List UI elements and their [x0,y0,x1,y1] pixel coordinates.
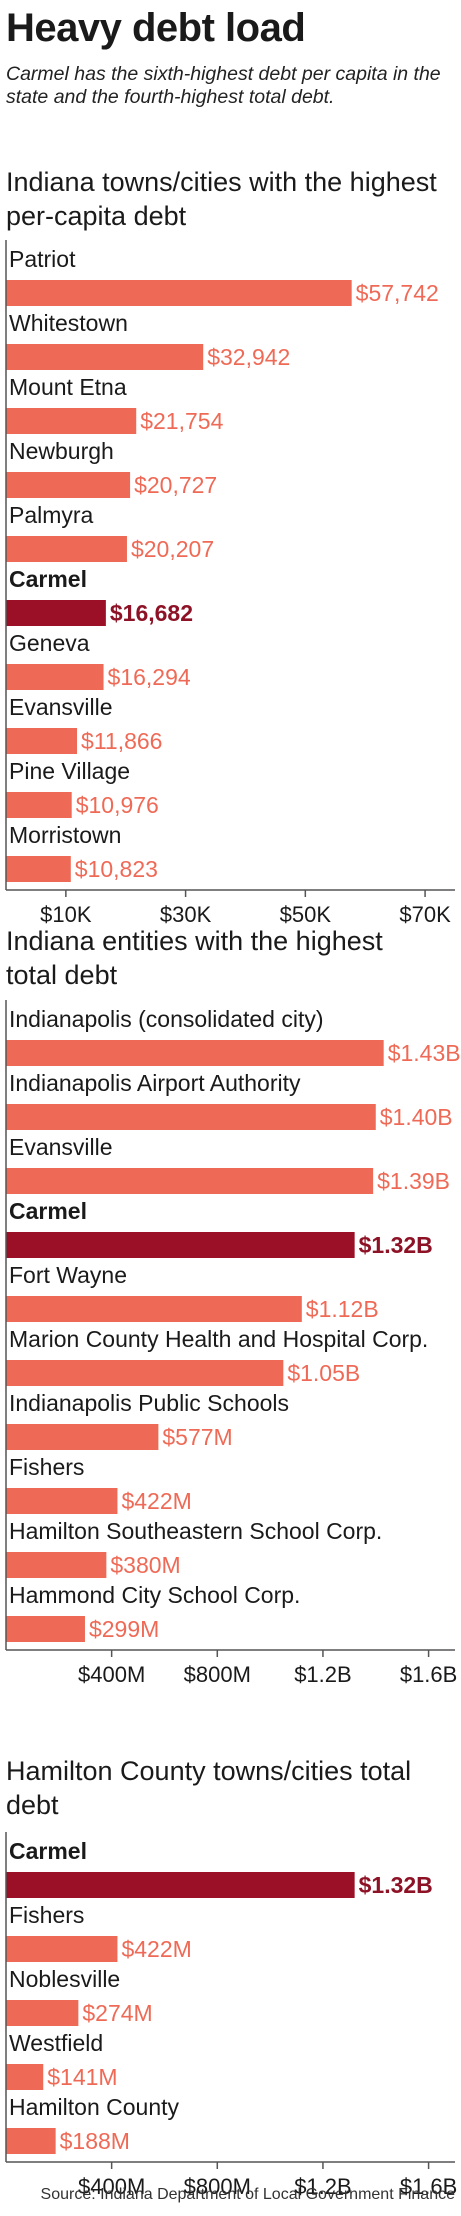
category-label: Newburgh [9,438,114,464]
bar [6,2000,79,2026]
category-label: Carmel [9,1198,87,1224]
value-label: $299M [89,1616,159,1642]
bar [6,856,71,882]
bar [6,1104,376,1130]
category-label: Patriot [9,246,76,272]
bar [6,1488,118,1514]
bar [6,1872,355,1898]
bar [6,1424,159,1450]
category-label: Geneva [9,630,90,656]
category-label: Indianapolis (consolidated city) [9,1006,324,1032]
category-label: Hammond City School Corp. [9,1582,300,1608]
category-label: Westfield [9,2030,103,2056]
value-label: $188M [60,2128,130,2154]
value-label: $1.43B [388,1040,461,1066]
value-label: $380M [110,1552,180,1578]
bar [6,664,104,690]
category-label: Whitestown [9,310,128,336]
category-label: Pine Village [9,758,130,784]
bar [6,792,72,818]
dek: Carmel has the sixth-highest debt per ca… [6,63,441,108]
x-tick-label: $1.6B [400,1662,458,1687]
category-label: Noblesville [9,1966,120,1992]
category-label: Carmel [9,566,87,592]
value-label: $20,207 [131,536,214,562]
x-tick-label: $800M [184,2174,251,2199]
bar [6,1552,107,1578]
bar [6,472,131,498]
bar [6,600,106,626]
chart-1-title: Indiana towns/cities with the highest pe… [6,167,437,231]
category-label: Evansville [9,1134,113,1160]
value-label: $274M [82,2000,152,2026]
bar [6,1232,355,1258]
category-label: Fishers [9,1902,84,1928]
value-label: $10,823 [75,856,158,882]
x-tick-label: $800M [184,1662,251,1687]
category-label: Hamilton Southeastern School Corp. [9,1518,382,1544]
category-label: Fishers [9,1454,84,1480]
x-tick-label: $400M [78,1662,145,1687]
x-tick-label: $10K [40,902,92,927]
chart-total-debt: Indianapolis (consolidated city) $1.43B In… [0,1000,461,1687]
value-label: $21,754 [140,408,223,434]
value-label: $422M [121,1488,191,1514]
bar [6,2064,44,2090]
chart-svg-1: Patriot $57,742 Whitestown $32,942 Mount Etn… [5,240,455,927]
bar [6,1040,384,1066]
x-tick-label: $1.2B [294,2174,352,2199]
x-tick-label: $70K [399,902,451,927]
bar [6,344,204,370]
value-label: $1.05B [287,1360,360,1386]
bar [6,1936,118,1962]
category-label: Fort Wayne [9,1262,127,1288]
x-tick-label: $1.6B [400,2174,458,2199]
value-label: $16,294 [108,664,191,690]
bar [6,1168,374,1194]
category-label: Evansville [9,694,113,720]
bar [6,1296,302,1322]
value-label: $1.12B [306,1296,379,1322]
chart-hamilton-county-debt: Carmel $1.32B Fishers $422M Noblesville $274M… [0,1832,461,2199]
category-label: Mount Etna [9,374,127,400]
chart-2-title: Indiana entities with the highest total … [6,926,383,990]
category-label: Marion County Health and Hospital Corp. [9,1326,428,1352]
value-label: $1.32B [359,1872,433,1898]
value-label: $141M [47,2064,117,2090]
chart-3-title: Hamilton County towns/cities total debt [6,1756,412,1820]
value-label: $1.32B [359,1232,433,1258]
x-tick-label: $400M [78,2174,145,2199]
category-label: Indianapolis Airport Authority [9,1070,301,1096]
value-label: $32,942 [207,344,290,370]
x-tick-label: $50K [280,902,332,927]
bar [6,2128,56,2154]
bar [6,1360,284,1386]
bar [6,280,352,306]
category-label: Carmel [9,1838,87,1864]
value-label: $577M [162,1424,232,1450]
value-label: $422M [121,1936,191,1962]
category-label: Palmyra [9,502,94,528]
headline: Heavy debt load [6,6,306,50]
chart-svg-2: Indianapolis (consolidated city) $1.43B In… [5,1000,461,1687]
value-label: $1.40B [380,1104,453,1130]
bar [6,728,78,754]
value-label: $20,727 [134,472,217,498]
value-label: $16,682 [110,600,193,626]
bar [6,536,127,562]
x-tick-label: $1.2B [294,1662,352,1687]
bar [6,1616,85,1642]
value-label: $10,976 [76,792,159,818]
source-note: Source: Indiana Department of Local Gove… [40,2186,455,2203]
category-label: Morristown [9,822,121,848]
x-tick-label: $30K [160,902,212,927]
value-label: $57,742 [356,280,439,306]
value-label: $1.39B [377,1168,450,1194]
value-label: $11,866 [81,728,162,754]
chart-per-capita-debt: Patriot $57,742 Whitestown $32,942 Mount Etn… [0,240,461,927]
category-label: Indianapolis Public Schools [9,1390,289,1416]
category-label: Hamilton County [9,2094,180,2120]
bar [6,408,137,434]
